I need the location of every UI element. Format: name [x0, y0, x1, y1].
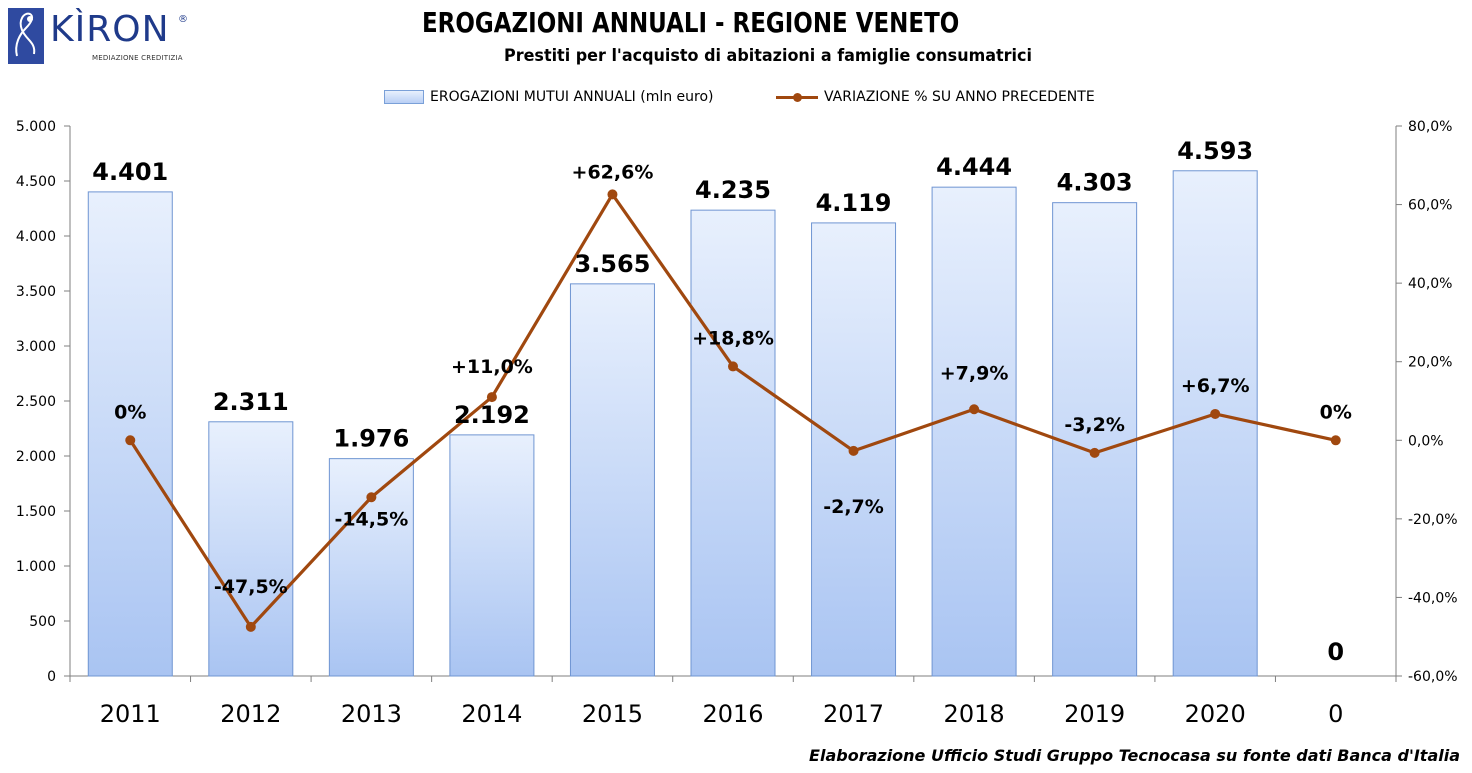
variation-point-0 [1330, 435, 1341, 446]
variation-point-2013 [366, 492, 377, 503]
y-right-tick-label: -60,0% [1408, 669, 1458, 685]
x-tick-label: 0 [1328, 700, 1343, 728]
x-tick-label: 2016 [702, 700, 763, 728]
y-left-tick-label: 4.000 [16, 229, 56, 245]
x-tick-label: 2014 [461, 700, 522, 728]
variation-point-2014 [486, 392, 497, 403]
x-tick-label: 2019 [1064, 700, 1125, 728]
bar-value-label: 0 [1327, 638, 1344, 666]
legend-line-label: VARIAZIONE % SU ANNO PRECEDENTE [824, 89, 1095, 105]
bar-value-label: 4.119 [816, 189, 892, 217]
y-right-tick-label: -40,0% [1408, 590, 1458, 606]
bar-2011 [87, 191, 173, 677]
variation-point-2012 [245, 621, 256, 632]
chart-subtitle: Prestiti per l'acquisto di abitazioni a … [504, 46, 1032, 66]
x-tick-label: 2017 [823, 700, 884, 728]
variation-label: +62,6% [572, 161, 654, 183]
variation-point-2015 [607, 189, 618, 200]
y-left-tick-label: 1.500 [16, 504, 56, 520]
y-right-tick-label: 0,0% [1408, 433, 1444, 449]
y-right-tick-label: 40,0% [1408, 276, 1452, 292]
variation-label: +11,0% [451, 356, 533, 378]
bar-value-label: 4.235 [695, 176, 771, 204]
bar-2016 [690, 209, 776, 677]
brand-name: KÌRON [50, 9, 170, 50]
kiron-logo: KÌRON ® MEDIAZIONE CREDITIZIA [8, 8, 188, 70]
variation-label: -3,2% [1064, 414, 1125, 436]
legend-bar-label: EROGAZIONI MUTUI ANNUALI (mln euro) [430, 89, 714, 105]
bar-value-label: 4.444 [936, 153, 1012, 181]
bar-value-label: 2.311 [213, 388, 289, 416]
y-left-tick-label: 0 [47, 669, 56, 685]
variation-label: -47,5% [214, 576, 288, 598]
y-right-tick-label: 60,0% [1408, 198, 1452, 214]
variation-point-2020 [1210, 408, 1221, 419]
bar-value-label: 4.401 [92, 158, 168, 186]
legend-item-line: VARIAZIONE % SU ANNO PRECEDENTE [776, 86, 1095, 108]
x-tick-label: 2012 [220, 700, 281, 728]
bar-2018 [931, 186, 1017, 677]
y-right-tick-label: -20,0% [1408, 512, 1458, 528]
bar-value-label: 3.565 [574, 250, 650, 278]
legend-bar-swatch [384, 90, 424, 104]
bar-2015 [569, 283, 655, 677]
x-tick-label: 2013 [341, 700, 402, 728]
bar-2014 [449, 434, 535, 677]
variation-label: 0% [1320, 401, 1352, 423]
y-left-tick-label: 5.000 [16, 119, 56, 135]
bar-value-label: 4.593 [1177, 137, 1253, 165]
variation-label: -2,7% [823, 496, 884, 518]
bar-2013 [328, 458, 414, 677]
variation-label: 0% [114, 401, 146, 423]
bar-2019 [1052, 202, 1138, 677]
bar-value-label: 2.192 [454, 401, 530, 429]
variation-point-2016 [728, 361, 738, 372]
source-note: Elaborazione Ufficio Studi Gruppo Tecnoc… [809, 746, 1460, 765]
variation-point-2017 [848, 445, 859, 456]
y-left-tick-label: 4.500 [16, 174, 56, 190]
variation-point-2018 [969, 404, 980, 415]
brand-registered: ® [178, 14, 188, 25]
bar-2012 [208, 421, 294, 677]
y-left-tick-label: 2.500 [16, 394, 56, 410]
y-left-tick-label: 3.500 [16, 284, 56, 300]
variation-point-2011 [125, 435, 136, 446]
variation-label: +7,9% [940, 362, 1009, 384]
x-tick-label: 2018 [944, 700, 1005, 728]
variation-label: -14,5% [334, 508, 408, 530]
y-left-tick-label: 3.000 [16, 339, 56, 355]
variation-label: +6,7% [1181, 375, 1250, 397]
chart-title: EROGAZIONI ANNUALI - REGIONE VENETO [422, 6, 960, 39]
brand-tagline: MEDIAZIONE CREDITIZIA [92, 54, 183, 62]
y-left-tick-label: 2.000 [16, 449, 56, 465]
legend-item-bars: EROGAZIONI MUTUI ANNUALI (mln euro) [384, 86, 714, 108]
y-left-tick-label: 500 [29, 614, 56, 630]
bar-value-label: 4.303 [1057, 169, 1133, 197]
kiron-logo-mark-icon [8, 8, 44, 64]
y-right-tick-label: 20,0% [1408, 355, 1452, 371]
variation-label: +18,8% [692, 327, 774, 349]
x-tick-label: 2015 [582, 700, 643, 728]
x-tick-label: 2020 [1185, 700, 1246, 728]
bar-value-label: 1.976 [333, 425, 409, 453]
x-tick-label: 2011 [100, 700, 161, 728]
y-right-tick-label: 80,0% [1408, 119, 1452, 135]
variation-point-2019 [1089, 447, 1100, 458]
y-left-tick-label: 1.000 [16, 559, 56, 575]
legend-line-swatch [776, 92, 818, 102]
